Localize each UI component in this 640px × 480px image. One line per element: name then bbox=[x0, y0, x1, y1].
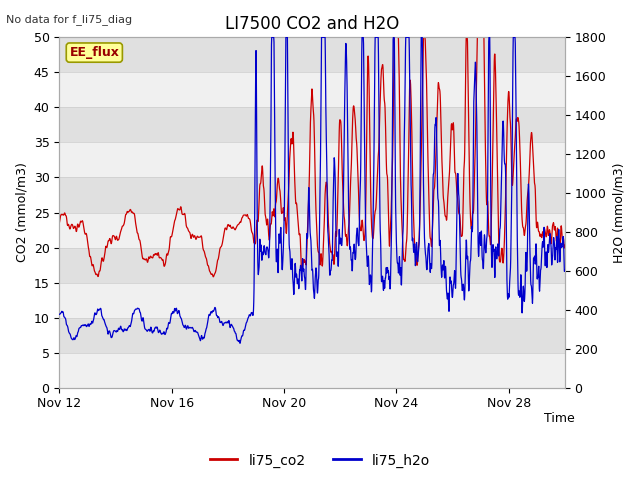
Legend: li75_co2, li75_h2o: li75_co2, li75_h2o bbox=[204, 448, 436, 473]
Bar bbox=[60, 108, 565, 143]
Bar bbox=[60, 37, 565, 72]
Y-axis label: H2O (mmol/m3): H2O (mmol/m3) bbox=[612, 162, 625, 263]
Bar bbox=[60, 353, 565, 388]
Bar bbox=[60, 143, 565, 178]
Bar bbox=[60, 72, 565, 108]
X-axis label: Time: Time bbox=[544, 412, 575, 425]
Bar bbox=[60, 318, 565, 353]
Bar bbox=[60, 283, 565, 318]
Text: EE_flux: EE_flux bbox=[69, 46, 119, 59]
Bar bbox=[60, 213, 565, 248]
Bar bbox=[60, 178, 565, 213]
Title: LI7500 CO2 and H2O: LI7500 CO2 and H2O bbox=[225, 15, 399, 33]
Y-axis label: CO2 (mmol/m3): CO2 (mmol/m3) bbox=[15, 163, 28, 263]
Text: No data for f_li75_diag: No data for f_li75_diag bbox=[6, 14, 132, 25]
Bar bbox=[60, 248, 565, 283]
